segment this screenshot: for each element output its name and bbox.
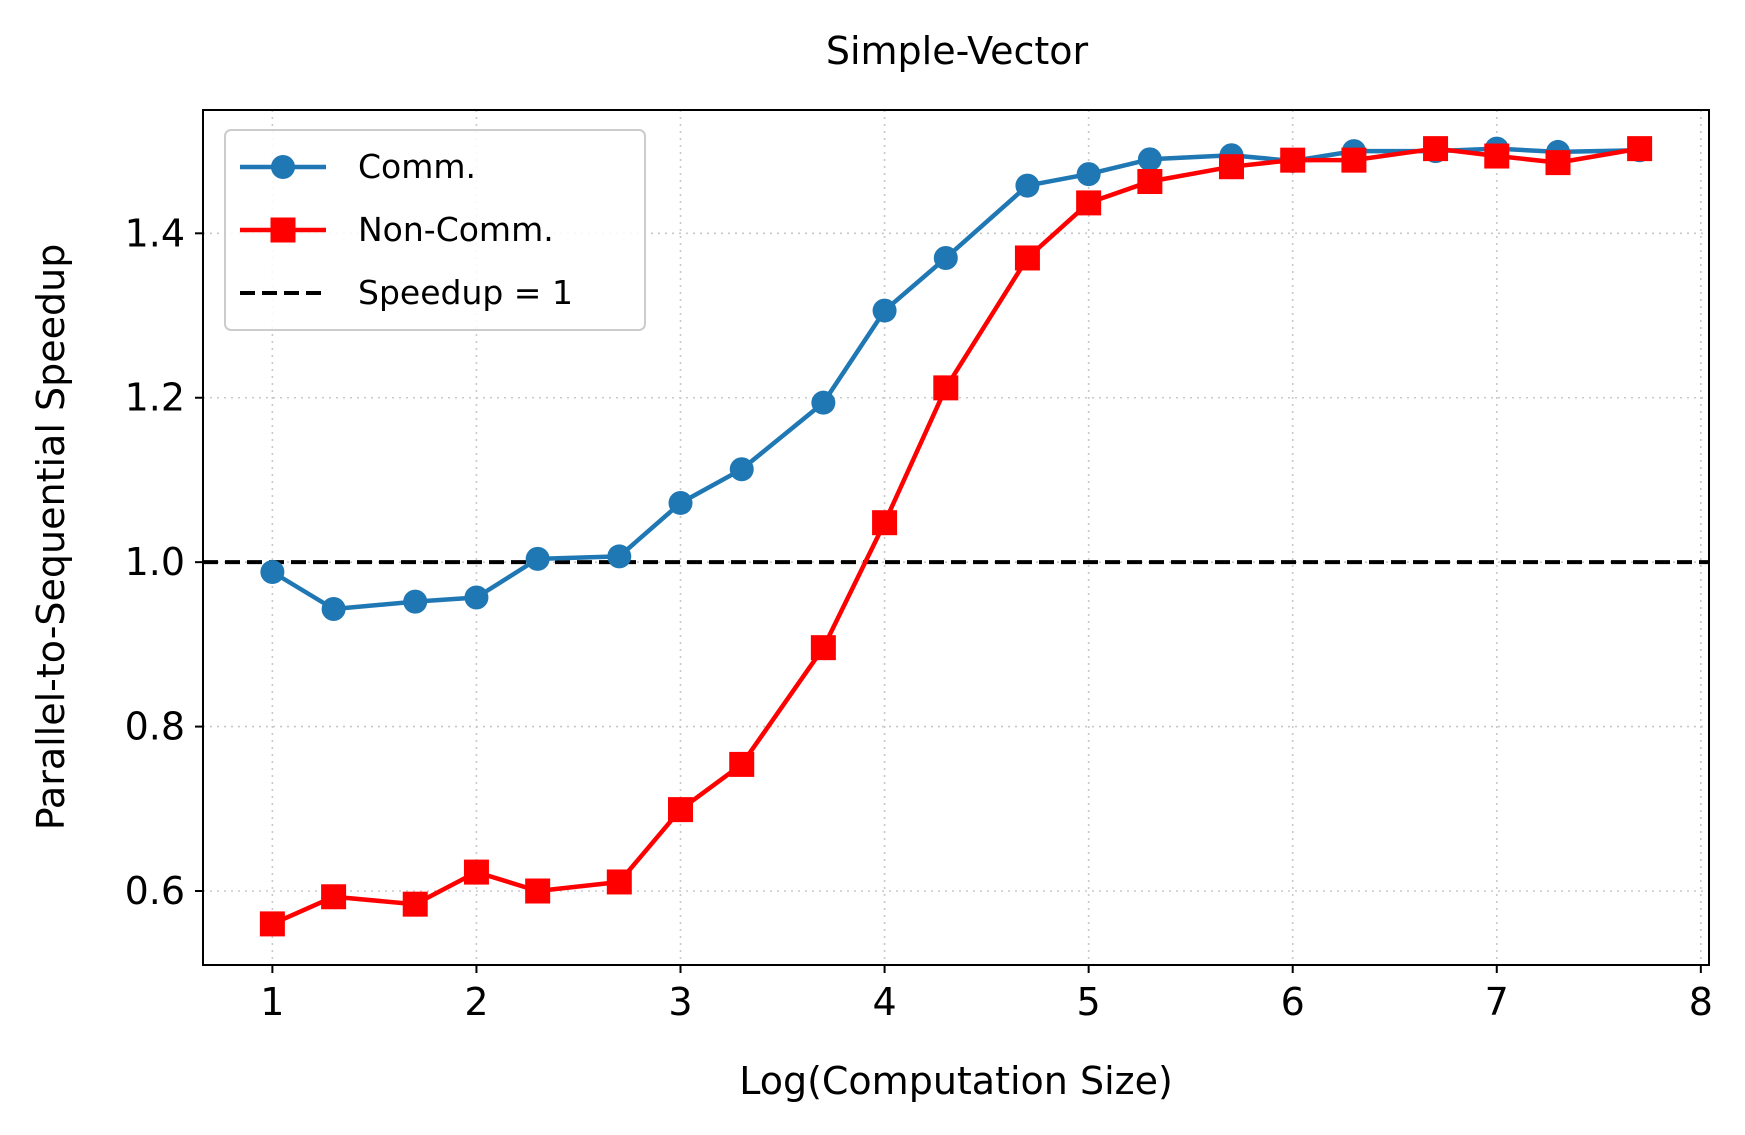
data-point <box>403 589 428 614</box>
y-tick-label: 0.6 <box>125 869 185 913</box>
data-point <box>1545 150 1571 176</box>
data-point <box>525 546 550 571</box>
data-point <box>810 635 836 661</box>
series-group <box>259 136 1653 937</box>
data-point <box>464 585 489 610</box>
data-point <box>668 490 693 515</box>
data-point <box>872 298 897 323</box>
legend-box <box>224 129 646 331</box>
x-tick-label: 5 <box>1077 980 1101 1024</box>
axis-ticks: 1 2 3 4 5 6 7 8 0.6 0.8 1.0 1.2 1.4 <box>125 211 1713 1024</box>
data-point <box>1218 154 1244 180</box>
legend-label: Speedup = 1 <box>358 273 573 312</box>
legend-label: Comm. <box>358 147 476 186</box>
data-point <box>321 884 347 910</box>
legend-item-non-comm: Non-Comm. <box>240 210 554 249</box>
series-non-comm <box>259 136 1653 937</box>
data-point <box>1280 147 1306 173</box>
chart-title: Simple-Vector <box>826 29 1089 73</box>
data-point <box>872 510 898 536</box>
legend-label: Non-Comm. <box>358 210 554 249</box>
y-tick-label: 1.0 <box>125 540 185 584</box>
x-tick-label: 3 <box>668 980 692 1024</box>
data-point <box>729 457 754 482</box>
plot-frame <box>202 109 1710 966</box>
legend-swatch-marker <box>271 155 295 179</box>
data-point <box>607 544 632 569</box>
x-tick-label: 4 <box>872 980 896 1024</box>
x-tick-label: 6 <box>1281 980 1305 1024</box>
legend-item-comm: Comm. <box>240 147 476 186</box>
y-axis-label: Parallel-to-Sequential Speedup <box>29 244 73 831</box>
x-axis-label: Log(Computation Size) <box>739 1059 1173 1103</box>
data-point <box>1137 169 1163 195</box>
data-point <box>1484 143 1510 169</box>
data-point <box>1014 245 1040 271</box>
x-tick-label: 1 <box>260 980 284 1024</box>
data-point <box>260 560 285 585</box>
data-point <box>729 751 755 777</box>
x-tick-label: 2 <box>464 980 488 1024</box>
x-tick-label: 8 <box>1689 980 1713 1024</box>
data-point <box>668 797 694 823</box>
data-point <box>1076 162 1101 187</box>
data-point <box>811 390 836 415</box>
data-point <box>1076 190 1102 216</box>
y-tick-label: 1.2 <box>125 376 185 420</box>
data-point <box>402 891 428 917</box>
data-point <box>321 597 346 622</box>
x-tick-label: 7 <box>1485 980 1509 1024</box>
data-point <box>1341 147 1367 173</box>
data-point <box>1015 173 1040 198</box>
data-point <box>933 375 959 401</box>
y-tick-label: 0.8 <box>125 705 185 749</box>
data-point <box>1423 136 1449 162</box>
data-point <box>933 245 958 270</box>
data-point <box>606 869 632 895</box>
legend-item-speedup-1: Speedup = 1 <box>240 273 573 312</box>
data-point <box>1627 136 1653 162</box>
data-point <box>259 911 285 937</box>
data-point <box>525 878 551 904</box>
data-point <box>463 859 489 885</box>
data-point <box>1137 147 1162 172</box>
legend: Comm. Non-Comm. Speedup = 1 <box>224 129 646 331</box>
y-tick-label: 1.4 <box>125 211 185 255</box>
legend-swatch-marker <box>270 217 296 243</box>
